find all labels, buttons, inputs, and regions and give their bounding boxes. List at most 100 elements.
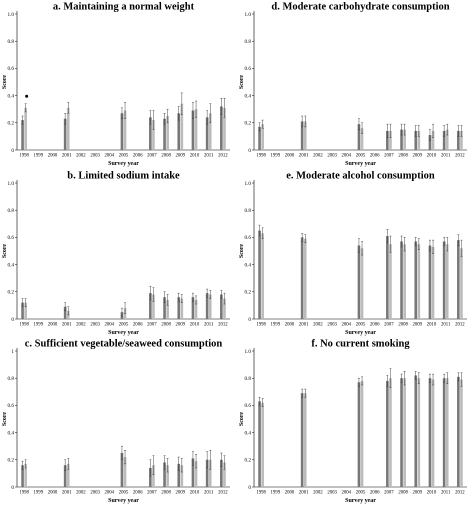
y-tick-label: 0.2 [245, 121, 252, 127]
x-tick-label: 2004 [342, 322, 352, 327]
chart-panel-c-sufficient-vegetable-seaweed-consumption: c. Sufficient vegetable/seaweed consumpt… [2, 339, 230, 504]
bar-1998-s2 [24, 302, 27, 319]
y-tick-label: 0.6 [8, 403, 15, 409]
chart-panel-a-maintaining-a-normal-weight: a. Maintaining a normal weight 0 0.2 0.4 0.6… [2, 1, 230, 167]
bar-2007-s2 [389, 243, 392, 319]
x-tick-label: 2003 [90, 322, 100, 327]
x-tick-label: 2002 [313, 491, 323, 496]
bar-2007-s1 [149, 292, 152, 319]
y-tick-label: 0.2 [245, 458, 252, 464]
bar-2008-s1 [400, 378, 403, 488]
x-tick-label: 2012 [218, 153, 228, 158]
bar-2010-s2 [431, 130, 435, 150]
y-tick-label: 0.4 [245, 262, 252, 268]
x-tick-label: 2005 [119, 153, 129, 158]
bar-1998-s1 [258, 401, 261, 488]
bar-2012-s2 [460, 247, 463, 319]
bar-2001-s2 [303, 238, 307, 319]
x-tick-label: 2001 [62, 491, 72, 496]
bar-2011-s2 [445, 243, 449, 319]
x-tick-label: 1998 [19, 491, 29, 496]
bar-2009-s2 [180, 298, 184, 319]
x-tick-label: 1998 [19, 322, 29, 327]
bar-2008-s2 [403, 129, 406, 150]
bar-2011-s2 [445, 378, 449, 488]
bar-2009-s1 [414, 130, 418, 150]
y-tick-label: 0.4 [245, 431, 252, 437]
x-tick-label: 1999 [271, 153, 281, 158]
y-axis-label: Score [2, 75, 8, 90]
bar-2008-s1 [163, 462, 166, 488]
bar-2001-s2 [66, 107, 70, 150]
bar-2007-s1 [386, 130, 389, 150]
bar-2005-s2 [123, 110, 127, 150]
bar-2009-s2 [417, 378, 421, 488]
bar-2011-s1 [442, 241, 446, 319]
bar-2001-s1 [300, 236, 304, 319]
x-tick-label: 1998 [256, 153, 266, 158]
x-tick-label: 2001 [299, 153, 309, 158]
x-tick-label: 2010 [190, 491, 200, 496]
x-tick-label: 2004 [342, 153, 352, 158]
y-tick-label: 0.8 [8, 376, 15, 382]
x-tick-label: 2010 [427, 322, 437, 327]
x-tick-label: 2011 [441, 491, 451, 496]
x-tick-label: 2011 [204, 153, 214, 158]
x-tick-label: 1998 [19, 153, 29, 158]
y-tick-label: 0.8 [8, 208, 15, 214]
bar-2001-s1 [63, 306, 67, 319]
y-tick-label: 0.4 [8, 431, 15, 437]
x-tick-label: 2009 [176, 322, 186, 327]
bar-2012-s1 [457, 130, 460, 150]
x-axis-label: Survey year [345, 330, 376, 336]
y-tick-label: 0.4 [245, 93, 252, 99]
bar-2011-s2 [208, 459, 212, 488]
x-tick-label: 1998 [256, 322, 266, 327]
x-tick-label: 2005 [356, 322, 366, 327]
x-tick-label: 2000 [285, 322, 295, 327]
chart-title: e. Moderate alcohol consumption [286, 170, 435, 181]
bar-2012-s1 [220, 106, 223, 150]
x-tick-label: 2003 [90, 153, 100, 158]
y-tick-label: 0.8 [245, 208, 252, 214]
x-axis-label: Survey year [108, 330, 139, 336]
x-tick-label: 1999 [34, 322, 44, 327]
x-tick-label: 2000 [285, 491, 295, 496]
x-tick-label: 2003 [327, 153, 337, 158]
bar-2012-s2 [223, 462, 226, 488]
x-tick-label: 2005 [356, 491, 366, 496]
bar-2010-s1 [428, 245, 432, 319]
bar-2010-s1 [428, 378, 432, 488]
y-tick-label: 0.6 [8, 235, 15, 241]
x-tick-label: 2002 [313, 153, 323, 158]
bar-2012-s2 [460, 130, 463, 150]
bar-2007-s2 [152, 294, 155, 319]
bar-2001-s2 [303, 393, 307, 488]
x-axis-label: Survey year [345, 498, 376, 504]
bar-2011-s1 [205, 459, 209, 488]
x-tick-label: 2002 [76, 153, 86, 158]
y-tick-label: 0 [11, 316, 14, 322]
x-tick-label: 1999 [271, 491, 281, 496]
y-tick-label: 1 [11, 349, 14, 355]
bar-2001-s1 [300, 121, 304, 150]
x-tick-label: 2012 [455, 153, 465, 158]
y-tick-label: 0.6 [8, 66, 15, 72]
y-tick-label: 0 [248, 485, 251, 491]
bar-2012-s2 [460, 379, 463, 488]
y-tick-label: 1.0 [8, 180, 15, 186]
bar-2008-s1 [400, 241, 403, 319]
bar-1998-s2 [261, 124, 264, 150]
bar-2001-s1 [63, 465, 67, 488]
x-tick-label: 2001 [299, 491, 309, 496]
x-tick-label: 1998 [256, 491, 266, 496]
bar-2001-s2 [66, 464, 70, 488]
x-tick-label: 2000 [285, 153, 295, 158]
bar-2008-s1 [400, 129, 403, 150]
x-tick-label: 2004 [105, 322, 115, 327]
x-tick-label: 2011 [204, 491, 214, 496]
x-tick-label: 2006 [370, 491, 380, 496]
x-tick-label: 2012 [218, 322, 228, 327]
bar-2005-s1 [120, 113, 124, 150]
